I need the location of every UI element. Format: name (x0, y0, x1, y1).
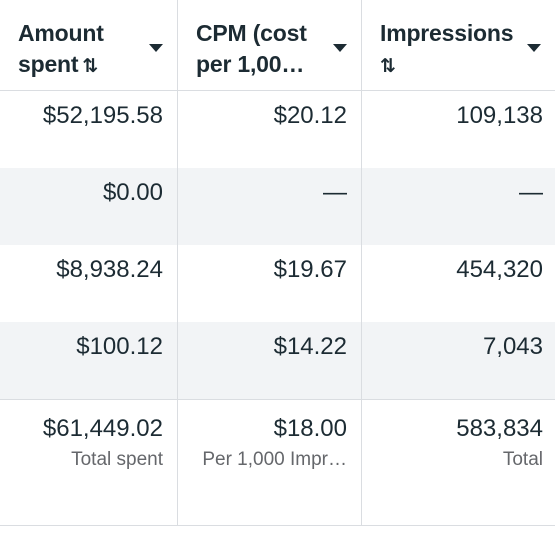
cpm-cell: $20.12 (178, 91, 362, 168)
total-impressions-caption: Total (502, 449, 543, 470)
total-amount-spent-value: $61,449.02 (42, 415, 163, 442)
impressions-cell: 7,043 (482, 333, 543, 360)
sort-arrows-icon[interactable]: ⇅ (380, 56, 396, 77)
column-header-label: Impressions ⇅ (380, 18, 515, 82)
impressions-cell: — (519, 179, 543, 206)
table-row[interactable]: $100.12 $14.22 7,043 (0, 322, 555, 399)
impressions-cell: 454,320 (456, 256, 543, 283)
total-impressions-value: 583,834 (456, 415, 543, 442)
table-header: Amount spent ⇅ CPM (cost per 1,00… Impres… (0, 0, 555, 91)
caret-down-icon[interactable] (333, 44, 347, 52)
cpm-cell: $19.67 (178, 245, 362, 322)
totals-row: $61,449.02 Total spent $18.00 Per 1,000 … (0, 399, 555, 526)
cpm-cell: — (178, 168, 362, 245)
total-amount-spent-cell: $61,449.02 Total spent (0, 400, 178, 525)
total-cpm-value: $18.00 (273, 415, 347, 442)
table-row[interactable]: $8,938.24 $19.67 454,320 (0, 245, 555, 322)
total-amount-spent-caption: Total spent (71, 449, 163, 470)
table-row[interactable]: $52,195.58 $20.12 109,138 (0, 91, 555, 168)
cpm-cell: $14.22 (178, 322, 362, 399)
total-impressions-cell: 583,834 Total (362, 400, 555, 525)
column-header-impressions[interactable]: Impressions ⇅ (362, 0, 555, 90)
column-header-label: CPM (cost per 1,00… (196, 20, 307, 77)
table-row[interactable]: $0.00 — — (0, 168, 555, 245)
amount-spent-cell: $8,938.24 (0, 245, 178, 322)
sort-arrows-icon[interactable]: ⇅ (82, 56, 99, 77)
caret-down-icon[interactable] (149, 44, 163, 52)
amount-spent-cell: $0.00 (0, 168, 178, 245)
total-cpm-cell: $18.00 Per 1,000 Impr… (178, 400, 362, 525)
amount-spent-cell: $100.12 (0, 322, 178, 399)
column-header-cpm[interactable]: CPM (cost per 1,00… (178, 0, 362, 90)
caret-down-icon[interactable] (527, 44, 541, 52)
impressions-cell: 109,138 (456, 102, 543, 129)
total-cpm-caption: Per 1,000 Impr… (202, 449, 347, 470)
amount-spent-cell: $52,195.58 (0, 91, 178, 168)
column-header-label: Amount spent ⇅ (18, 18, 137, 82)
column-header-amount-spent[interactable]: Amount spent ⇅ (0, 0, 178, 90)
